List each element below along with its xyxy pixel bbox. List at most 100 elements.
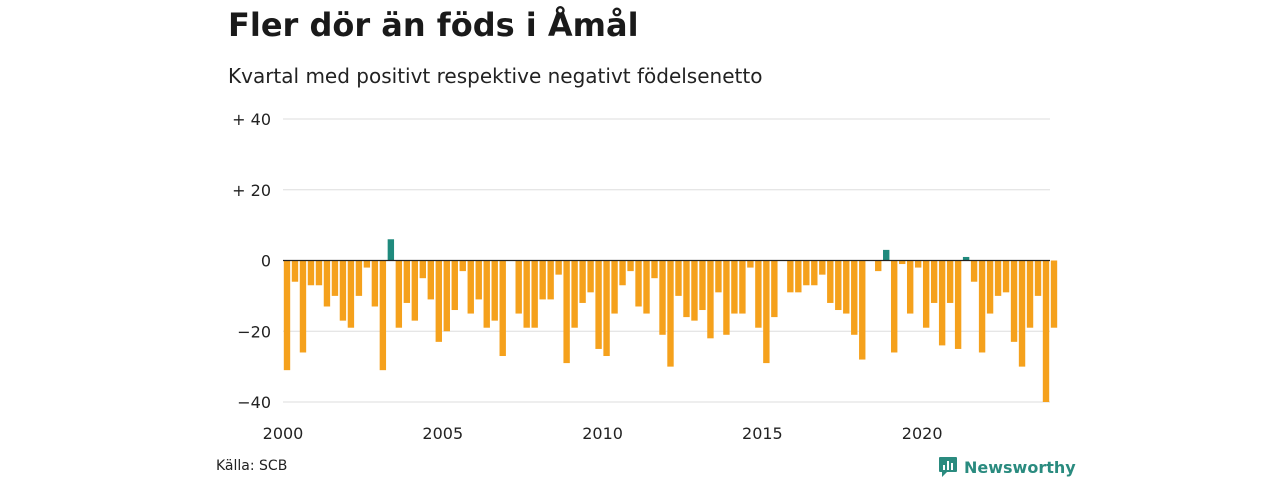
bar-negative — [906, 260, 914, 314]
bar-negative — [363, 260, 371, 268]
bar-negative — [930, 260, 938, 303]
bar-negative — [299, 260, 307, 353]
bar-negative — [467, 260, 474, 314]
brand-logo[interactable]: Newsworthy — [938, 456, 1076, 478]
bar-negative — [419, 260, 427, 279]
bar-negative — [739, 260, 746, 314]
bar-negative — [715, 260, 722, 293]
bar-negative — [731, 260, 738, 314]
bar-negative — [970, 260, 978, 282]
bar-negative — [315, 260, 323, 286]
chart-title: Fler dör än föds i Åmål — [228, 6, 639, 44]
bar-negative — [499, 260, 506, 357]
bar-negative — [531, 260, 538, 328]
bar-negative — [1050, 260, 1058, 328]
bar-negative — [475, 260, 482, 300]
bar-negative — [843, 260, 850, 314]
bar-negative — [835, 260, 842, 311]
y-tick-label: + 20 — [232, 181, 271, 200]
bar-negative — [483, 260, 490, 328]
x-tick-label: 2010 — [582, 424, 623, 443]
bar-negative — [523, 260, 530, 328]
bar-negative — [347, 260, 355, 328]
bar-negative — [978, 260, 986, 353]
bar-negative — [491, 260, 498, 321]
bar-negative — [1002, 260, 1010, 293]
newsworthy-logo-icon — [939, 457, 957, 477]
source-label: Källa: SCB — [216, 458, 288, 474]
bar-negative — [547, 260, 554, 300]
y-tick-label: + 40 — [232, 110, 271, 129]
bar-negative — [914, 260, 922, 268]
bar-negative — [707, 260, 714, 339]
brand-name: Newsworthy — [964, 457, 1076, 477]
bar-negative — [659, 260, 666, 335]
bar-negative — [699, 260, 706, 311]
bar-negative — [451, 260, 458, 311]
bar-negative — [651, 260, 658, 279]
bar-negative — [427, 260, 434, 300]
y-tick-label: −20 — [237, 322, 271, 341]
bar-negative — [922, 260, 930, 328]
bar-negative — [331, 260, 339, 296]
bar-negative — [307, 260, 315, 286]
x-tick-label: 2005 — [422, 424, 463, 443]
bar-negative — [1010, 260, 1018, 342]
bar-negative — [946, 260, 954, 303]
bar-negative — [603, 260, 610, 357]
bar-negative — [875, 260, 882, 272]
bar-negative — [763, 260, 770, 364]
bar-positive — [883, 249, 890, 261]
bar-negative — [355, 260, 363, 296]
bar-negative — [379, 260, 387, 371]
bar-negative — [691, 260, 698, 321]
bar-negative — [571, 260, 578, 328]
x-tick-label: 2020 — [902, 424, 943, 443]
bar-negative — [555, 260, 562, 275]
bar-negative — [435, 260, 442, 342]
bar-negative — [339, 260, 347, 321]
bar-negative — [587, 260, 594, 293]
bar-negative — [371, 260, 379, 307]
bar-negative — [643, 260, 650, 314]
chart-subtitle: Kvartal med positivt respektive negativt… — [228, 64, 763, 88]
bar-negative — [403, 260, 411, 303]
bar-negative — [595, 260, 602, 349]
bar-negative — [811, 260, 818, 286]
bar-negative — [411, 260, 419, 321]
bar-negative — [1042, 260, 1050, 402]
bar-negative — [627, 260, 634, 272]
bar-negative — [291, 260, 299, 282]
bar-negative — [891, 260, 898, 353]
bar-negative — [851, 260, 858, 335]
bar-negative — [755, 260, 762, 328]
bar-negative — [563, 260, 570, 364]
bar-negative — [819, 260, 826, 275]
y-tick-label: −40 — [237, 393, 271, 412]
bar-negative — [787, 260, 794, 293]
x-tick-label: 2000 — [263, 424, 304, 443]
bar-negative — [619, 260, 626, 286]
bar-negative — [683, 260, 690, 318]
bar-negative — [986, 260, 994, 314]
x-tick-label: 2015 — [742, 424, 783, 443]
bar-negative — [723, 260, 730, 335]
bar-negative — [611, 260, 618, 314]
bar-negative — [1026, 260, 1034, 328]
bar-negative — [443, 260, 450, 332]
bar-negative — [827, 260, 834, 303]
bar-negative — [859, 260, 866, 360]
bar-positive — [962, 256, 970, 261]
bar-negative — [395, 260, 403, 328]
bar-negative — [283, 260, 291, 371]
bar-negative — [771, 260, 778, 318]
bar-negative — [323, 260, 331, 307]
bar-negative — [1034, 260, 1042, 296]
y-tick-label: 0 — [261, 252, 271, 271]
bar-negative — [747, 260, 754, 268]
bar-negative — [675, 260, 682, 296]
bar-negative — [635, 260, 642, 307]
bar-positive — [387, 239, 395, 261]
bar-negative — [515, 260, 522, 314]
